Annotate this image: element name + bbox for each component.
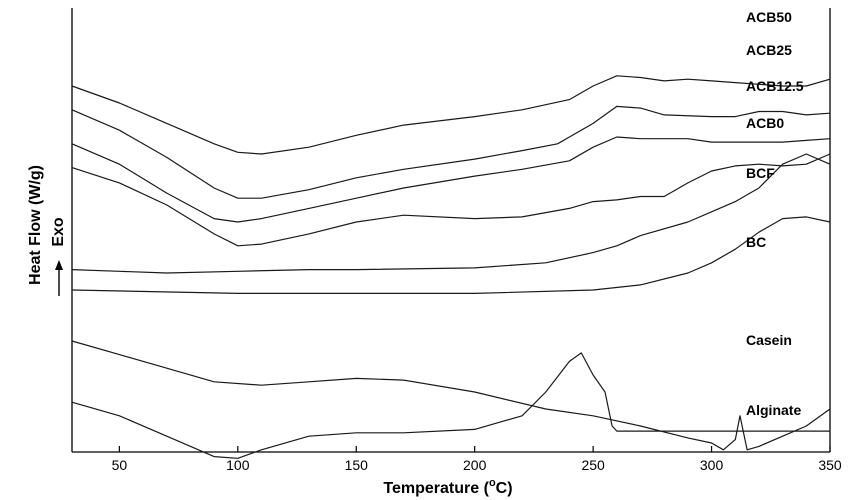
x-axis-title-degree: o <box>489 477 496 489</box>
exo-arrow-icon <box>55 260 63 296</box>
x-axis-title-part-2: C) <box>496 480 513 497</box>
series-label-acb50: ACB50 <box>746 9 792 25</box>
y-axis-title: Heat Flow (W/g) <box>27 165 44 285</box>
series-line-bc <box>71 216 831 294</box>
series-label-bc: BC <box>746 234 766 250</box>
exo-label: Exo <box>50 217 67 247</box>
series-line-acb0 <box>71 153 831 247</box>
x-tick-label: 300 <box>700 457 724 473</box>
exo-label-group: Exo <box>50 217 67 247</box>
y-axis-title-group: Heat Flow (W/g) <box>27 165 44 285</box>
axes <box>71 8 831 453</box>
series-labels: ACB50 ACB25 ACB12.5 ACB0 BCF BC Casein Alginate <box>746 9 804 418</box>
series-line-acb50 <box>71 75 831 155</box>
x-tick-label: 100 <box>226 457 250 473</box>
x-tick-label: 50 <box>112 457 128 473</box>
series-group <box>71 75 831 459</box>
x-tick-label: 200 <box>463 457 487 473</box>
series-label-alginate: Alginate <box>746 402 801 418</box>
series-line-acb25 <box>71 105 831 199</box>
x-tick-label: 350 <box>818 457 842 473</box>
series-line-alginate <box>71 352 831 459</box>
series-label-acb25: ACB25 <box>746 42 792 58</box>
series-line-bcf <box>71 153 831 274</box>
x-axis-title-part-1: Temperature ( <box>383 480 489 497</box>
x-tick-label: 250 <box>581 457 605 473</box>
series-line-casein <box>71 340 831 451</box>
series-label-acb12-5: ACB12.5 <box>746 78 804 94</box>
series-label-acb0: ACB0 <box>746 115 784 131</box>
x-tick-label: 150 <box>345 457 369 473</box>
x-ticks: 50 100 150 200 250 300 350 <box>112 446 842 473</box>
series-line-acb12-5 <box>71 136 831 223</box>
series-label-bcf: BCF <box>746 165 775 181</box>
series-label-casein: Casein <box>746 332 792 348</box>
x-axis-title: Temperature (oC) <box>383 477 512 497</box>
